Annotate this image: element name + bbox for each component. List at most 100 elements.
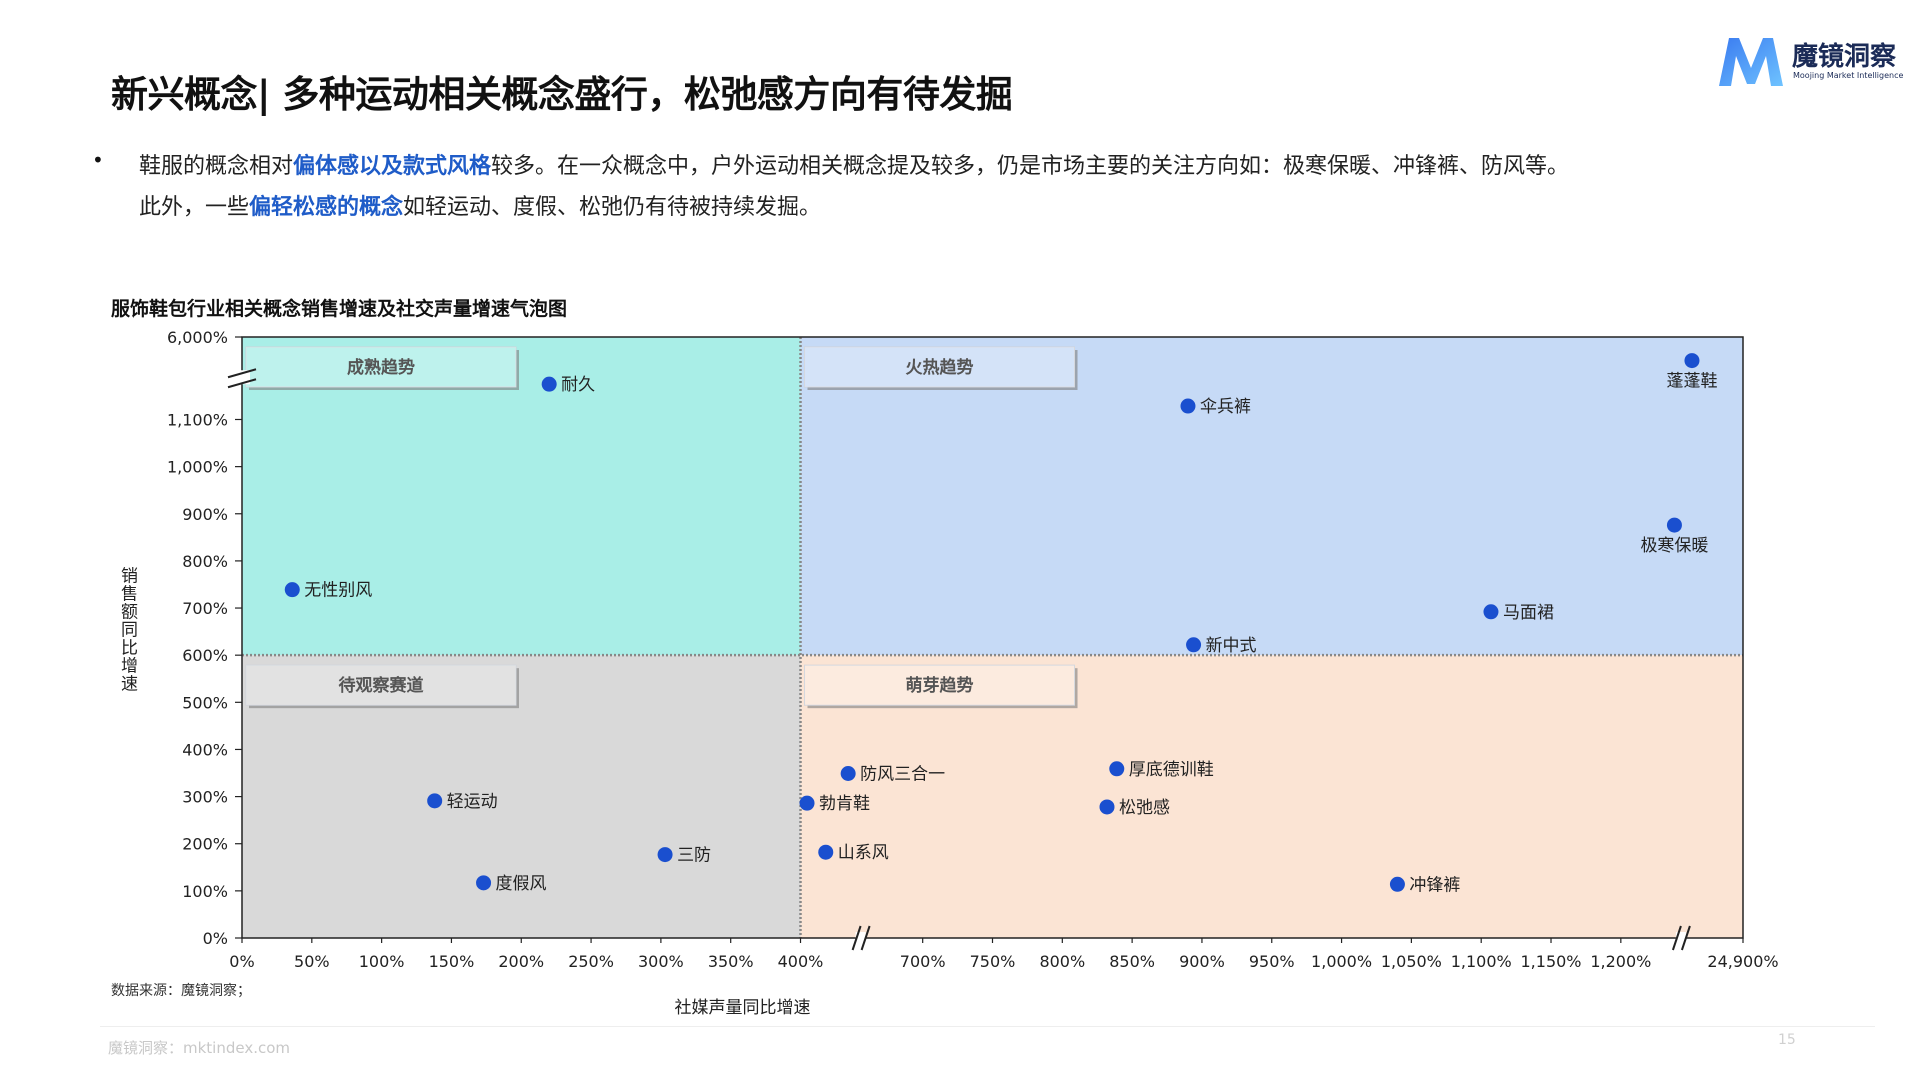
point — [427, 793, 443, 809]
point — [657, 847, 673, 863]
axis-break — [1680, 925, 1691, 951]
axis-break-gap — [855, 932, 866, 946]
point-label: 山系风 — [838, 843, 889, 863]
logo-mark — [1719, 38, 1783, 86]
footer-text: 魔镜洞察：mktindex.com — [108, 1039, 291, 1057]
quadrant-label: 萌芽趋势 — [906, 675, 974, 696]
point — [1483, 604, 1499, 620]
body-text: 如轻运动、度假、松弛仍有待被持续发掘。 — [403, 195, 822, 220]
emphasis-text: 偏轻松感的概念 — [249, 195, 404, 220]
quadrant — [242, 337, 801, 656]
quadrant-label: 成熟趋势 — [347, 357, 415, 378]
quadrant-label-box — [804, 665, 1075, 706]
point — [1186, 637, 1202, 653]
point-label: 防风三合一 — [860, 764, 945, 784]
point — [799, 795, 815, 811]
y-tick-label: 900% — [182, 505, 228, 524]
x-tick-label: 800% — [1039, 952, 1085, 971]
x-tick-label: 24,900% — [1707, 952, 1778, 971]
y-tick-label: 6,000% — [167, 328, 228, 347]
x-tick-label: 150% — [429, 952, 475, 971]
point-label: 无性别风 — [304, 581, 372, 601]
x-tick-label: 700% — [900, 952, 946, 971]
point-label: 蓬蓬鞋 — [1666, 372, 1717, 392]
y-tick-label: 0% — [203, 929, 228, 948]
y-tick-label: 1,100% — [167, 410, 228, 429]
body-text: 此外，一些 — [139, 195, 250, 220]
emphasis-text: 偏体感以及款式风格 — [293, 154, 492, 179]
quadrant — [800, 337, 1743, 656]
point-label: 轻运动 — [447, 792, 498, 812]
point — [541, 376, 557, 392]
point — [1099, 799, 1115, 815]
point-label: 三防 — [677, 846, 711, 866]
point-label: 马面裙 — [1503, 603, 1554, 623]
x-tick-label: 950% — [1249, 952, 1295, 971]
point-label: 伞兵裤 — [1200, 397, 1251, 417]
point-label: 新中式 — [1206, 636, 1257, 656]
y-tick-label: 100% — [182, 882, 228, 901]
logo-shape — [1719, 38, 1783, 86]
y-tick-label: 1,000% — [167, 458, 228, 477]
quadrant-label-box — [804, 347, 1075, 387]
y-axis-title: 销售额同比增速 — [117, 566, 138, 692]
point-label: 厚底德训鞋 — [1129, 760, 1214, 780]
x-axis-title: 社媒声量同比增速 — [675, 998, 811, 1018]
x-tick-label: 50% — [294, 952, 330, 971]
point-label: 极寒保暖 — [1640, 536, 1708, 556]
bullet-line: 此外，一些偏轻松感的概念如轻运动、度假、松弛仍有待被持续发掘。 — [139, 189, 821, 221]
y-tick-label: 300% — [182, 788, 228, 807]
source-note: 数据来源：魔镜洞察； — [111, 983, 251, 999]
axis-break-gap — [232, 370, 250, 385]
point — [284, 582, 300, 598]
x-tick-label: 200% — [498, 952, 544, 971]
x-tick-label: 900% — [1179, 952, 1225, 971]
logo-tagline: Moojing Market Intelligence — [1793, 71, 1904, 80]
y-tick-label: 500% — [182, 693, 228, 712]
y-tick-label: 700% — [182, 599, 228, 618]
x-tick-label: 250% — [568, 952, 614, 971]
x-tick-label: 1,050% — [1381, 952, 1442, 971]
x-tick-label: 1,100% — [1451, 952, 1512, 971]
axis-break-gap — [1675, 932, 1686, 946]
bullet-dot: • — [92, 148, 104, 172]
x-tick-label: 1,150% — [1521, 952, 1582, 971]
quadrant-label-box — [804, 664, 1076, 706]
axis-break — [1671, 925, 1682, 951]
x-tick-label: 350% — [708, 952, 754, 971]
y-tick-label: 200% — [182, 835, 228, 854]
axis-break — [227, 378, 257, 389]
axis-break — [860, 925, 871, 951]
point-label: 勃肯鞋 — [819, 794, 870, 814]
bullet-line: 鞋服的概念相对偏体感以及款式风格较多。在一众概念中，户外运动相关概念提及较多，仍… — [139, 148, 1569, 180]
page-number: 15 — [1778, 1032, 1796, 1048]
point-label: 度假风 — [496, 874, 547, 894]
point — [1180, 398, 1196, 414]
point — [1666, 517, 1682, 533]
chart-title: 服饰鞋包行业相关概念销售增速及社交声量增速气泡图 — [111, 298, 568, 320]
point-label: 冲锋裤 — [1409, 875, 1460, 895]
y-tick-label: 800% — [182, 552, 228, 571]
x-tick-label: 300% — [638, 952, 684, 971]
point — [1109, 761, 1125, 777]
point — [840, 765, 856, 781]
y-tick-label: 400% — [182, 740, 228, 759]
footer-rule — [100, 1026, 1875, 1027]
quadrant-label-box — [245, 664, 517, 706]
point — [1389, 876, 1405, 892]
x-tick-label: 1,200% — [1590, 952, 1651, 971]
quadrant-label: 待观察赛道 — [339, 675, 424, 696]
logo-name: 魔镜洞察 — [1792, 42, 1897, 72]
x-tick-label: 0% — [229, 952, 254, 971]
point — [818, 844, 834, 860]
point — [476, 875, 492, 891]
x-tick-label: 850% — [1109, 952, 1155, 971]
point-label: 耐久 — [561, 375, 595, 395]
body-text: 较多。在一众概念中，户外运动相关概念提及较多，仍是市场主要的关注方向如：极寒保暖… — [491, 154, 1570, 179]
point — [1684, 353, 1700, 369]
axis-break — [851, 925, 862, 951]
x-tick-label: 1,000% — [1311, 952, 1372, 971]
x-tick-label: 400% — [778, 952, 824, 971]
